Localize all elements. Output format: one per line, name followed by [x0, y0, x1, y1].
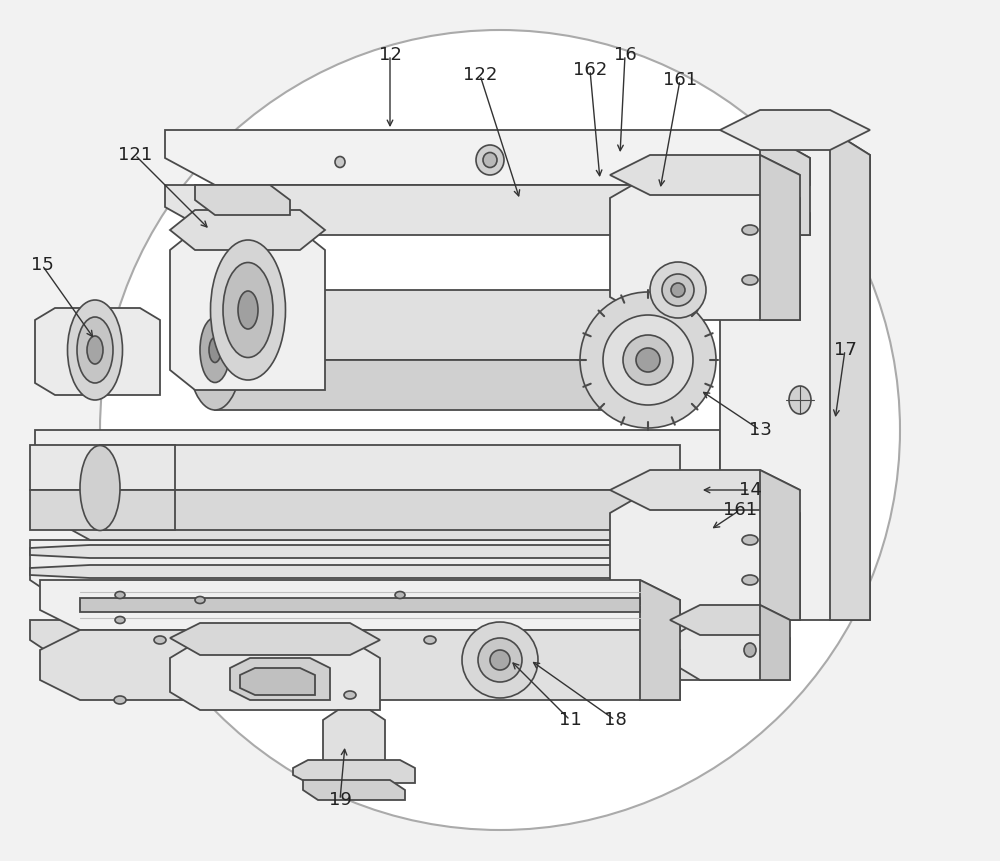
Circle shape: [603, 315, 693, 405]
Ellipse shape: [87, 336, 103, 364]
Text: 161: 161: [723, 501, 757, 519]
Circle shape: [100, 30, 900, 830]
Polygon shape: [610, 155, 800, 195]
Circle shape: [580, 292, 716, 428]
Ellipse shape: [209, 338, 221, 362]
Text: 162: 162: [573, 61, 607, 79]
Polygon shape: [760, 470, 800, 620]
Polygon shape: [170, 210, 325, 250]
Polygon shape: [100, 445, 680, 490]
Ellipse shape: [223, 263, 273, 357]
Polygon shape: [30, 620, 780, 680]
Ellipse shape: [77, 317, 113, 383]
Polygon shape: [30, 445, 175, 490]
Polygon shape: [35, 430, 775, 490]
Polygon shape: [195, 185, 290, 215]
Polygon shape: [830, 130, 870, 620]
Circle shape: [478, 638, 522, 682]
Polygon shape: [610, 175, 800, 320]
Circle shape: [623, 335, 673, 385]
Ellipse shape: [476, 145, 504, 175]
Text: 12: 12: [379, 46, 401, 64]
Circle shape: [462, 622, 538, 698]
Polygon shape: [215, 360, 650, 410]
Polygon shape: [720, 130, 870, 620]
Circle shape: [662, 274, 694, 306]
Polygon shape: [35, 308, 160, 395]
Text: 13: 13: [749, 421, 771, 439]
Ellipse shape: [114, 696, 126, 704]
Ellipse shape: [742, 535, 758, 545]
Ellipse shape: [789, 386, 811, 414]
Polygon shape: [35, 490, 775, 540]
Ellipse shape: [244, 661, 256, 669]
Ellipse shape: [188, 290, 242, 410]
Polygon shape: [40, 580, 680, 630]
Ellipse shape: [424, 636, 436, 644]
Polygon shape: [30, 490, 175, 530]
Polygon shape: [610, 490, 800, 620]
Text: 11: 11: [559, 711, 581, 729]
Ellipse shape: [68, 300, 122, 400]
Text: 15: 15: [31, 256, 53, 274]
Polygon shape: [230, 658, 330, 700]
Polygon shape: [760, 130, 810, 235]
Polygon shape: [30, 565, 760, 578]
Polygon shape: [720, 540, 780, 680]
Polygon shape: [303, 780, 405, 800]
Polygon shape: [670, 620, 790, 680]
Polygon shape: [165, 130, 810, 185]
Polygon shape: [170, 640, 380, 710]
Polygon shape: [170, 230, 325, 390]
Text: 19: 19: [329, 791, 351, 809]
Text: 121: 121: [118, 146, 152, 164]
Polygon shape: [30, 545, 760, 558]
Text: 17: 17: [834, 341, 856, 359]
Text: 16: 16: [614, 46, 636, 64]
Ellipse shape: [742, 225, 758, 235]
Ellipse shape: [628, 293, 672, 407]
Text: 14: 14: [739, 481, 761, 499]
Circle shape: [671, 283, 685, 297]
Ellipse shape: [395, 592, 405, 598]
Ellipse shape: [210, 240, 286, 380]
Ellipse shape: [115, 592, 125, 598]
Polygon shape: [40, 630, 680, 700]
Polygon shape: [100, 490, 680, 530]
Polygon shape: [720, 110, 870, 150]
Ellipse shape: [200, 318, 230, 382]
Text: 122: 122: [463, 66, 497, 84]
Polygon shape: [323, 710, 385, 780]
Ellipse shape: [742, 575, 758, 585]
Text: 18: 18: [604, 711, 626, 729]
Polygon shape: [640, 580, 680, 700]
Polygon shape: [670, 605, 790, 635]
Ellipse shape: [483, 152, 497, 168]
Ellipse shape: [744, 643, 756, 657]
Polygon shape: [610, 470, 800, 510]
Polygon shape: [720, 430, 775, 540]
Ellipse shape: [335, 157, 345, 168]
Ellipse shape: [115, 616, 125, 623]
Circle shape: [490, 650, 510, 670]
Ellipse shape: [238, 291, 258, 329]
Polygon shape: [215, 290, 650, 360]
Ellipse shape: [80, 445, 120, 530]
Polygon shape: [170, 623, 380, 655]
Polygon shape: [30, 540, 780, 620]
Ellipse shape: [195, 597, 205, 604]
Ellipse shape: [742, 275, 758, 285]
Circle shape: [636, 348, 660, 372]
Polygon shape: [80, 598, 640, 612]
Polygon shape: [760, 605, 790, 680]
Polygon shape: [293, 760, 415, 783]
Polygon shape: [240, 668, 315, 695]
Ellipse shape: [344, 691, 356, 699]
Text: 161: 161: [663, 71, 697, 89]
Polygon shape: [165, 185, 810, 235]
Circle shape: [650, 262, 706, 318]
Polygon shape: [760, 155, 800, 320]
Ellipse shape: [154, 636, 166, 644]
